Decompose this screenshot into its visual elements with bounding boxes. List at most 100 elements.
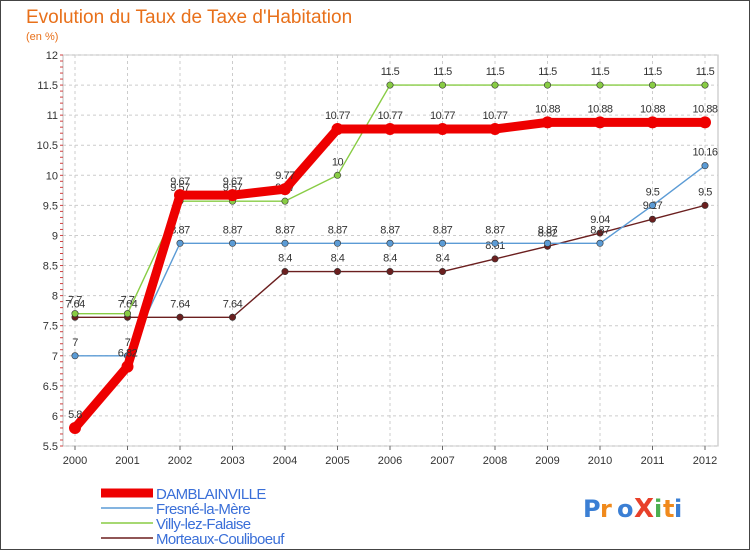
data-label: 7 xyxy=(125,337,131,349)
data-label: 8.4 xyxy=(383,253,397,265)
data-label: 10 xyxy=(332,156,344,168)
y-minor-ticks xyxy=(60,54,63,447)
data-label: 11.5 xyxy=(433,66,452,78)
data-point xyxy=(701,201,709,209)
y-tick-label: 6.5 xyxy=(43,381,58,393)
data-point xyxy=(176,313,184,321)
data-label: 8.4 xyxy=(331,253,345,265)
data-point xyxy=(594,116,606,129)
data-label: 9.04 xyxy=(590,214,610,226)
x-tick-label: 2003 xyxy=(220,455,244,467)
data-point xyxy=(229,239,237,247)
data-point xyxy=(701,162,709,170)
data-point xyxy=(489,122,501,135)
data-label: 9.67 xyxy=(223,176,243,188)
data-point xyxy=(124,310,132,318)
x-tick-label: 2004 xyxy=(273,455,297,467)
data-point xyxy=(438,81,446,89)
legend-label: Villy-lez-Falaise xyxy=(156,516,251,533)
x-tick-label: 2009 xyxy=(535,455,559,467)
y-tick-label: 7 xyxy=(52,351,58,363)
data-label: 10.77 xyxy=(430,110,455,122)
x-tick-label: 2005 xyxy=(325,455,349,467)
x-tick-label: 2006 xyxy=(378,455,402,467)
data-point xyxy=(386,239,394,247)
data-label: 10.88 xyxy=(640,103,665,115)
y-tick-label: 11 xyxy=(47,110,58,122)
logo-letter: P xyxy=(583,495,601,523)
y-tick-label: 10 xyxy=(46,170,58,182)
data-label: 11.5 xyxy=(643,66,662,78)
x-tick-label: 2011 xyxy=(641,455,665,467)
data-label: 10.16 xyxy=(692,147,717,159)
data-label: 7.64 xyxy=(223,298,243,310)
data-point xyxy=(491,81,499,89)
data-label: 8.87 xyxy=(433,224,453,236)
data-label: 10.77 xyxy=(325,110,350,122)
data-point xyxy=(491,239,499,247)
x-tick-label: 2001 xyxy=(115,455,139,467)
data-label: 8.87 xyxy=(170,224,190,236)
series-damblainville: 5.8 6.82 9.67 9.67 9.77 10.77 10.77 10.77 10.77 1… xyxy=(68,103,718,434)
data-point xyxy=(541,116,554,129)
data-point xyxy=(596,239,604,247)
data-label: 8.87 xyxy=(275,224,295,236)
data-point xyxy=(71,310,79,318)
x-tick-label: 2007 xyxy=(430,455,454,467)
data-label: 10.88 xyxy=(535,103,560,115)
data-point xyxy=(436,122,449,135)
x-tick-label: 2012 xyxy=(693,455,717,467)
x-tick-label: 2000 xyxy=(63,455,87,467)
data-point xyxy=(281,268,289,276)
data-point xyxy=(386,81,394,89)
x-axis-labels: 2000 2001 2002 2003 2004 2005 2006 2007 2008 2009… xyxy=(63,446,717,467)
data-label: 9.67 xyxy=(170,176,190,188)
data-label: 9.77 xyxy=(275,170,295,182)
data-label: 10.77 xyxy=(482,110,507,122)
data-point xyxy=(331,122,344,135)
data-label: 10.88 xyxy=(692,103,717,115)
logo-letter: o xyxy=(617,495,634,523)
data-point xyxy=(333,171,341,179)
logo-letter: X xyxy=(634,494,654,524)
data-point xyxy=(69,421,81,434)
legend-label: Morteaux-Couliboeuf xyxy=(156,531,285,548)
y-tick-label: 11.5 xyxy=(37,80,58,92)
data-label: 8.4 xyxy=(436,253,450,265)
data-label: 6.82 xyxy=(118,348,138,360)
chart-title: Evolution du Taux de Taxe d'Habitation xyxy=(26,7,352,28)
legend: DAMBLAINVILLEFresné-la-MèreVilly-lez-Fal… xyxy=(101,486,286,548)
data-point xyxy=(438,239,446,247)
data-point xyxy=(701,81,709,89)
data-point xyxy=(386,268,394,276)
series-fresne-la-mere: 7 78.87 8.87 8.87 8.87 8.87 8.87 8.87 8.87 8.879.… xyxy=(71,147,718,360)
data-point xyxy=(281,197,289,205)
legend-label: DAMBLAINVILLE xyxy=(156,486,266,503)
x-tick-label: 2002 xyxy=(168,455,192,467)
x-tick-label: 2008 xyxy=(483,455,507,467)
data-label: 11.5 xyxy=(538,66,557,78)
logo-letter: r xyxy=(600,495,612,523)
chart-subtitle: (en %) xyxy=(26,31,58,43)
data-label: 11.5 xyxy=(486,66,505,78)
data-label: 9.5 xyxy=(698,186,712,198)
data-point xyxy=(176,239,184,247)
data-point xyxy=(384,122,396,135)
data-point xyxy=(121,360,134,373)
data-label: 8.4 xyxy=(278,253,292,265)
data-label: 5.8 xyxy=(68,409,82,421)
data-point xyxy=(174,189,186,202)
data-label: 8.87 xyxy=(380,224,400,236)
data-label: 11.5 xyxy=(696,66,715,78)
data-point xyxy=(699,116,711,129)
y-tick-label: 12 xyxy=(46,50,58,62)
y-tick-label: 8.5 xyxy=(43,261,58,273)
x-tick-label: 2010 xyxy=(588,455,612,467)
data-point xyxy=(229,313,237,321)
data-label: 7.64 xyxy=(170,298,190,310)
legend-label: Fresné-la-Mère xyxy=(156,501,250,518)
data-point xyxy=(543,239,551,247)
data-label: 8.87 xyxy=(590,224,610,236)
